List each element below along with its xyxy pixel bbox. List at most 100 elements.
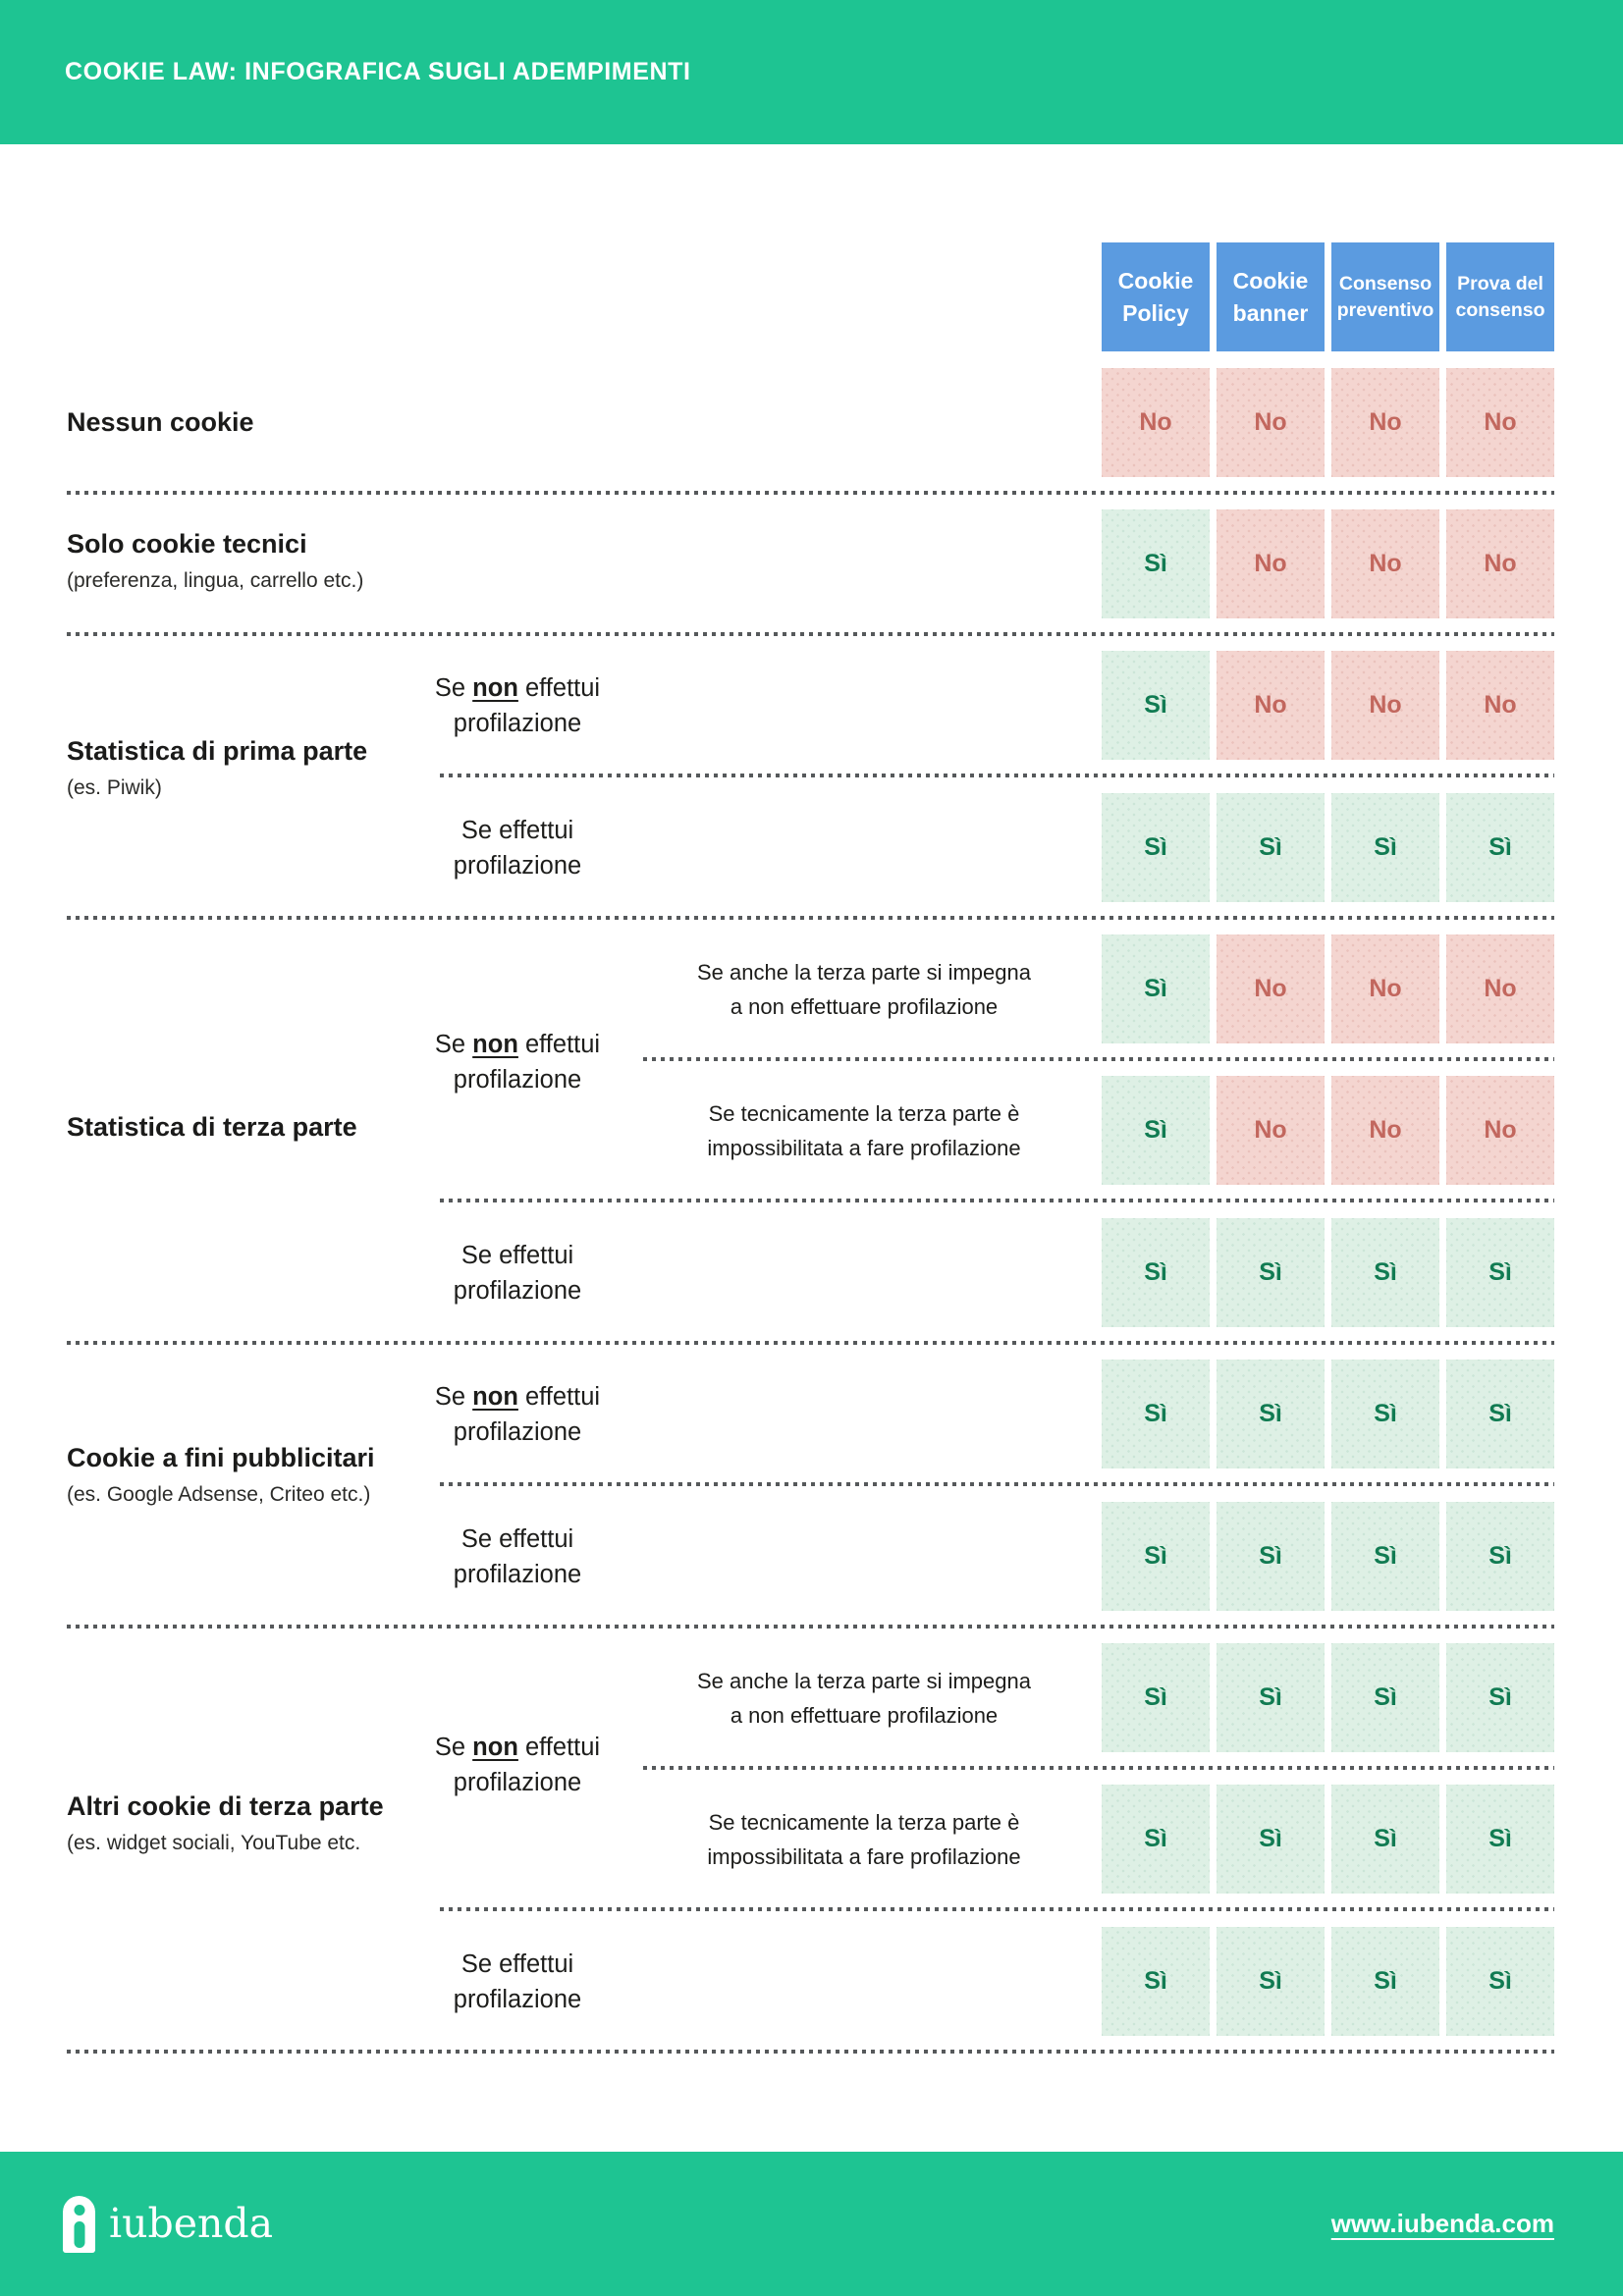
answer-cell: No <box>1217 934 1325 1043</box>
section-subtitle: (es. widget sociali, YouTube etc. <box>67 1832 361 1854</box>
separator <box>67 1341 1554 1345</box>
answer-cell: Sì <box>1217 1927 1325 2036</box>
condition-profiling: Se effettui profilazione <box>453 1242 582 1305</box>
separator <box>440 1482 1554 1486</box>
header-bar: COOKIE LAW: INFOGRAFICA SUGLI ADEMPIMENT… <box>0 0 1623 144</box>
answer-cell: Sì <box>1446 1360 1554 1468</box>
answer-cell: Sì <box>1217 1785 1325 1894</box>
answer-cell: Sì <box>1102 1502 1210 1611</box>
answer-cell: Sì <box>1102 509 1210 618</box>
answer-cell: Sì <box>1102 1643 1210 1752</box>
answer-row: Sì Sì Sì Sì <box>1102 1502 1554 1611</box>
answer-cell: No <box>1446 1076 1554 1185</box>
section-subtitle: (preferenza, lingua, carrello etc.) <box>67 569 364 592</box>
section-cookie-tecnici: Solo cookie tecnici (preferenza, lingua,… <box>67 528 430 594</box>
answer-cell: No <box>1331 368 1439 477</box>
separator <box>67 1625 1554 1629</box>
column-header-consenso-preventivo: Consenso preventivo <box>1331 242 1439 351</box>
condition-no-profiling: Se non effettui profilazione <box>434 1734 601 1796</box>
section-nessun-cookie: Nessun cookie <box>67 406 430 438</box>
answer-row: Sì No No No <box>1102 1076 1554 1185</box>
brand-name: iubenda <box>109 2200 274 2247</box>
separator <box>67 916 1554 920</box>
condition-no-profiling: Se non effettui profilazione <box>434 1031 601 1094</box>
answer-row: Sì No No No <box>1102 651 1554 760</box>
answer-cell: No <box>1446 934 1554 1043</box>
answer-cell: No <box>1217 651 1325 760</box>
condition-no-profiling: Se non effettui profilazione <box>434 674 601 737</box>
section-statistica-terza-parte: Statistica di terza parte <box>67 1111 430 1143</box>
answer-cell: Sì <box>1217 793 1325 902</box>
answer-cell: Sì <box>1446 1927 1554 2036</box>
answer-row: Sì Sì Sì Sì <box>1102 1360 1554 1468</box>
answer-cell: No <box>1102 368 1210 477</box>
answer-row: Sì Sì Sì Sì <box>1102 1643 1554 1752</box>
section-statistica-prima-parte: Statistica di prima parte (es. Piwik) <box>67 735 430 801</box>
answer-cell: Sì <box>1102 651 1210 760</box>
answer-cell: Sì <box>1331 1785 1439 1894</box>
website-link[interactable]: www.iubenda.com <box>1330 2209 1554 2238</box>
section-subtitle: (es. Google Adsense, Criteo etc.) <box>67 1483 371 1506</box>
separator <box>440 1907 1554 1911</box>
condition-profiling: Se effettui profilazione <box>453 1525 582 1588</box>
answer-row: Sì No No No <box>1102 934 1554 1043</box>
condition-profiling: Se effettui profilazione <box>453 817 582 880</box>
subcondition-third-party-commits: Se anche la terza parte si impegna a non… <box>697 1669 1031 1728</box>
answer-cell: No <box>1331 1076 1439 1185</box>
answer-row: No No No No <box>1102 368 1554 477</box>
separator <box>67 2050 1554 2054</box>
answer-cell: No <box>1446 651 1554 760</box>
answer-cell: No <box>1217 509 1325 618</box>
column-header-prova-del-consenso: Prova del consenso <box>1446 242 1554 351</box>
answer-cell: Sì <box>1331 1643 1439 1752</box>
answer-row: Sì No No No <box>1102 509 1554 618</box>
answer-cell: Sì <box>1102 1360 1210 1468</box>
answer-cell: Sì <box>1102 934 1210 1043</box>
page-title: COOKIE LAW: INFOGRAFICA SUGLI ADEMPIMENT… <box>65 58 691 85</box>
answer-cell: Sì <box>1331 1360 1439 1468</box>
section-title: Nessun cookie <box>67 407 254 437</box>
answer-row: Sì Sì Sì Sì <box>1102 793 1554 902</box>
answer-cell: Sì <box>1217 1360 1325 1468</box>
keyhole-icon <box>63 2195 95 2253</box>
section-title: Statistica di terza parte <box>67 1112 357 1142</box>
answer-cell: Sì <box>1446 793 1554 902</box>
column-header-cookie-policy: Cookie Policy <box>1102 242 1210 351</box>
section-subtitle: (es. Piwik) <box>67 776 162 799</box>
answer-cell: Sì <box>1217 1643 1325 1752</box>
answer-cell: No <box>1331 651 1439 760</box>
condition-profiling: Se effettui profilazione <box>453 1950 582 2013</box>
separator <box>67 491 1554 495</box>
answer-cell: Sì <box>1446 1218 1554 1327</box>
answer-cell: Sì <box>1446 1643 1554 1752</box>
answer-cell: Sì <box>1102 1076 1210 1185</box>
separator <box>67 632 1554 636</box>
separator <box>440 1199 1554 1202</box>
separator <box>440 774 1554 777</box>
section-title: Solo cookie tecnici <box>67 529 307 559</box>
answer-cell: Sì <box>1331 793 1439 902</box>
footer-bar: iubenda www.iubenda.com <box>0 2152 1623 2296</box>
separator <box>643 1766 1554 1770</box>
subcondition-third-party-commits: Se anche la terza parte si impegna a non… <box>697 960 1031 1019</box>
answer-row: Sì Sì Sì Sì <box>1102 1218 1554 1327</box>
answer-row: Sì Sì Sì Sì <box>1102 1785 1554 1894</box>
section-title: Altri cookie di terza parte <box>67 1791 384 1821</box>
separator <box>643 1057 1554 1061</box>
subcondition-third-party-unable: Se tecnicamente la terza parte è impossi… <box>707 1810 1021 1869</box>
answer-cell: Sì <box>1331 1218 1439 1327</box>
subcondition-third-party-unable: Se tecnicamente la terza parte è impossi… <box>707 1101 1021 1160</box>
answer-cell: No <box>1217 368 1325 477</box>
answer-cell: Sì <box>1446 1502 1554 1611</box>
iubenda-logo: iubenda <box>63 2152 273 2296</box>
answer-cell: Sì <box>1217 1218 1325 1327</box>
section-title: Statistica di prima parte <box>67 736 368 766</box>
answer-cell: Sì <box>1102 1218 1210 1327</box>
answer-cell: No <box>1446 509 1554 618</box>
answer-cell: Sì <box>1446 1785 1554 1894</box>
section-title: Cookie a fini pubblicitari <box>67 1443 375 1472</box>
answer-cell: Sì <box>1331 1927 1439 2036</box>
condition-no-profiling: Se non effettui profilazione <box>434 1383 601 1446</box>
answer-cell: Sì <box>1102 1785 1210 1894</box>
